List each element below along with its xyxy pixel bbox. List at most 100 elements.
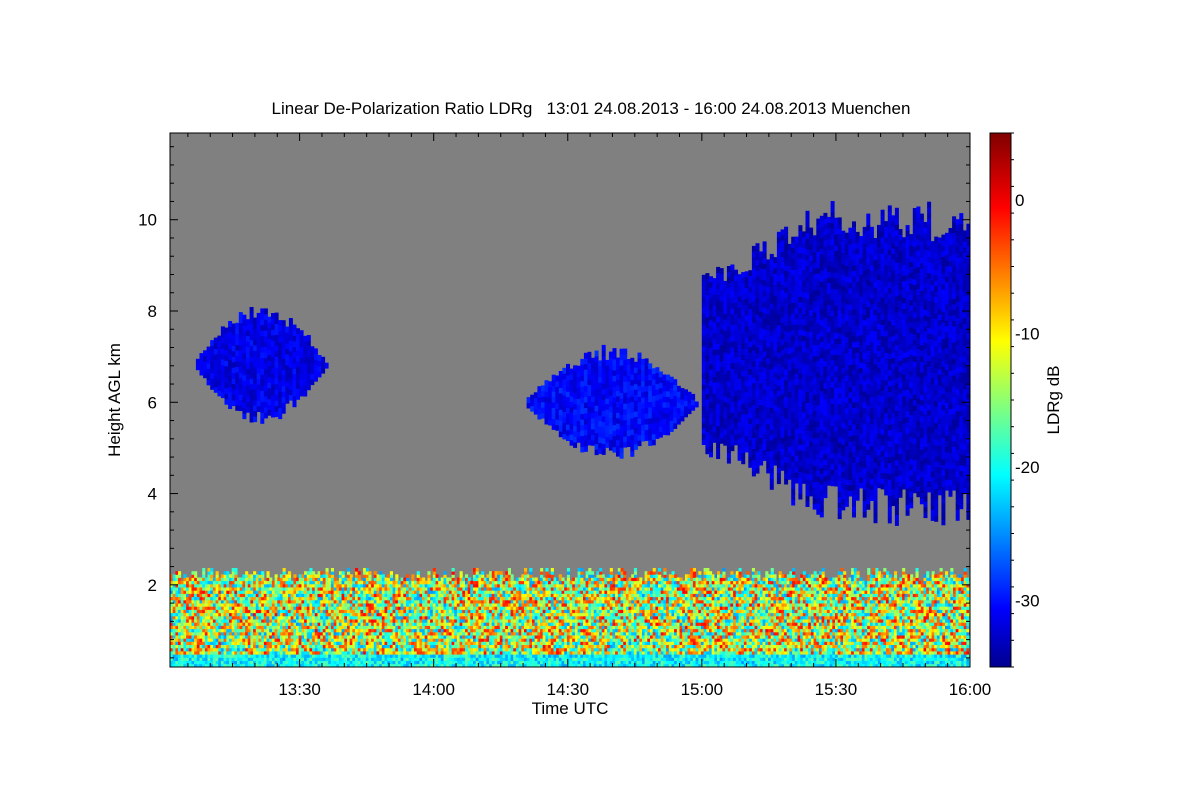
heat-cell bbox=[859, 252, 864, 259]
heat-cell bbox=[855, 253, 860, 260]
heat-cell bbox=[637, 363, 642, 370]
heat-cell bbox=[794, 258, 799, 265]
heat-cell bbox=[930, 356, 935, 362]
heat-cell bbox=[877, 433, 881, 439]
heat-cell bbox=[912, 383, 917, 390]
heat-cell bbox=[784, 462, 789, 469]
heat-cell bbox=[866, 471, 871, 477]
heat-cell bbox=[594, 394, 599, 401]
heat-cell bbox=[741, 337, 746, 344]
heat-cell bbox=[966, 475, 970, 482]
heat-cell bbox=[880, 434, 885, 441]
heat-cell bbox=[274, 411, 279, 418]
heat-cell bbox=[701, 324, 706, 330]
heat-cell bbox=[684, 394, 688, 401]
heat-cell bbox=[802, 461, 806, 468]
heat-cell bbox=[891, 242, 896, 249]
heat-cell bbox=[705, 305, 710, 312]
heat-cell bbox=[927, 409, 932, 416]
heat-cell bbox=[959, 497, 964, 504]
heat-cell bbox=[805, 429, 810, 436]
heat-cell bbox=[812, 339, 817, 346]
heat-cell bbox=[948, 299, 953, 306]
heat-cell bbox=[934, 428, 939, 435]
heat-cell bbox=[959, 421, 964, 428]
heat-cell bbox=[827, 381, 831, 388]
heat-cell bbox=[769, 264, 774, 271]
heat-cell bbox=[812, 454, 817, 461]
heat-cell bbox=[916, 453, 921, 459]
heat-cell bbox=[934, 368, 939, 374]
heat-cell bbox=[680, 388, 685, 394]
heat-cell bbox=[859, 285, 864, 292]
heat-cell bbox=[288, 361, 293, 368]
heat-cell bbox=[186, 638, 190, 642]
heat-cell bbox=[805, 298, 810, 305]
heat-cell bbox=[805, 446, 810, 453]
heat-cell bbox=[619, 409, 624, 415]
heat-cell bbox=[583, 380, 588, 387]
heat-cell bbox=[841, 258, 846, 264]
heat-cell bbox=[919, 427, 924, 434]
heat-cell bbox=[970, 233, 974, 239]
heat-cell bbox=[959, 486, 964, 493]
heat-cell bbox=[734, 313, 738, 320]
heat-cell bbox=[601, 410, 606, 417]
heat-cell bbox=[651, 406, 656, 413]
heat-cell bbox=[773, 415, 778, 422]
heat-cell bbox=[773, 459, 778, 466]
heat-cell bbox=[823, 240, 828, 247]
heat-cell bbox=[966, 388, 970, 394]
heat-cell bbox=[894, 459, 899, 466]
heat-cell bbox=[633, 433, 638, 439]
heat-cell bbox=[773, 355, 778, 362]
heat-cell bbox=[844, 402, 849, 409]
heat-cell bbox=[260, 368, 265, 375]
heat-cell bbox=[191, 593, 195, 598]
heat-cell bbox=[246, 341, 250, 347]
heat-cell bbox=[844, 490, 849, 496]
heat-cell bbox=[726, 320, 731, 327]
heat-cell bbox=[260, 390, 265, 397]
heat-cell bbox=[256, 312, 261, 319]
heat-cell bbox=[952, 419, 957, 425]
heat-cell bbox=[759, 437, 764, 444]
heat-cell bbox=[948, 458, 953, 464]
heat-cell bbox=[948, 414, 953, 421]
heat-cell bbox=[844, 473, 849, 480]
heat-cell bbox=[902, 297, 907, 304]
heat-cell bbox=[891, 253, 896, 260]
heat-cell bbox=[616, 385, 620, 391]
heat-cell bbox=[952, 254, 957, 261]
heat-cell bbox=[884, 484, 889, 490]
heat-cell bbox=[780, 234, 785, 241]
heat-cell bbox=[199, 603, 203, 607]
heat-cell bbox=[791, 362, 796, 369]
heat-cell bbox=[601, 372, 606, 379]
heat-cell bbox=[601, 350, 606, 357]
heat-cell bbox=[569, 390, 574, 397]
heat-cell bbox=[962, 416, 967, 423]
heat-cell bbox=[766, 264, 771, 271]
heat-cell bbox=[580, 391, 585, 398]
heat-cell bbox=[816, 267, 821, 274]
heat-cell bbox=[759, 454, 764, 460]
heat-cell bbox=[188, 663, 192, 667]
heat-cell bbox=[716, 343, 721, 350]
heat-cell bbox=[170, 647, 174, 652]
heat-cell bbox=[175, 609, 179, 614]
heat-cell bbox=[641, 380, 646, 387]
heat-cell bbox=[819, 330, 824, 337]
heat-cell bbox=[970, 420, 974, 426]
heat-cell bbox=[862, 500, 867, 507]
heat-cell bbox=[263, 352, 268, 359]
heat-cell bbox=[841, 471, 846, 478]
heat-cell bbox=[880, 379, 885, 386]
heat-cell bbox=[862, 435, 867, 441]
heat-cell bbox=[869, 478, 874, 485]
heat-cell bbox=[948, 419, 953, 426]
heat-cell bbox=[816, 295, 821, 302]
heat-cell bbox=[952, 238, 957, 245]
heat-cell bbox=[930, 399, 935, 406]
heat-cell bbox=[902, 286, 907, 293]
